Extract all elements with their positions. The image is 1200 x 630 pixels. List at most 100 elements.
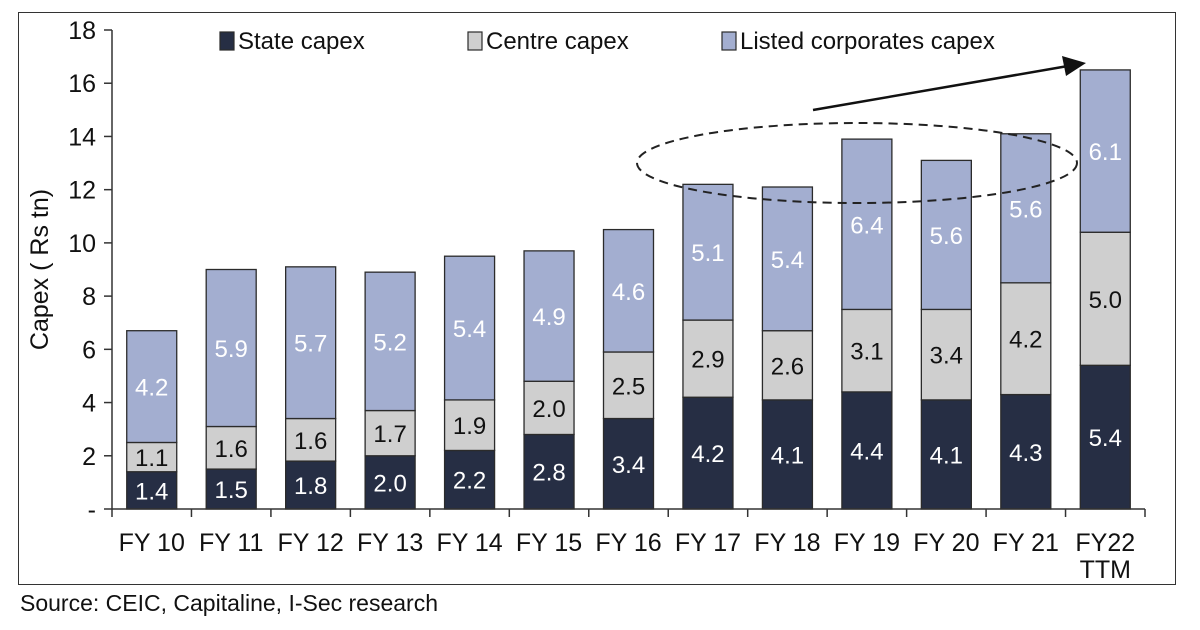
- bar-segment: [841, 138, 893, 311]
- bar-segment: [682, 183, 734, 321]
- bar-segment: [841, 308, 893, 393]
- y-tick-label: 4: [82, 390, 96, 418]
- x-tick-label: FY 11: [199, 529, 263, 557]
- data-label: 1.7: [373, 421, 406, 448]
- bar-segment: [602, 228, 655, 353]
- data-label: 2.0: [373, 470, 406, 497]
- data-label: 1.6: [215, 436, 248, 463]
- x-tick-label: FY 10: [119, 529, 185, 557]
- data-label: 5.4: [771, 247, 804, 274]
- bar-segment: [523, 380, 575, 436]
- bar-segment: [126, 441, 178, 473]
- y-axis-title: Capex ( Rs tn): [26, 189, 54, 350]
- data-label: 4.4: [850, 438, 883, 465]
- y-tick-label: 8: [82, 283, 96, 311]
- legend-label: Listed corporates capex: [740, 28, 995, 55]
- data-label: 4.2: [691, 441, 724, 468]
- bar-segment: [523, 433, 575, 510]
- trend-arrow-line: [812, 64, 1069, 112]
- data-label: 5.6: [1009, 196, 1042, 223]
- dashed-ellipse: [636, 122, 1078, 204]
- bar-segment: [602, 417, 655, 510]
- bar-segment: [1079, 364, 1131, 510]
- bar-segment: [1079, 69, 1131, 233]
- data-label: 4.3: [1009, 440, 1042, 467]
- legend-swatch: [721, 31, 737, 51]
- bar-segment: [1000, 393, 1052, 510]
- bar-segment: [682, 396, 734, 510]
- x-tick-label: FY 15: [516, 529, 582, 557]
- bar-segment: [205, 268, 257, 428]
- data-label: 2.5: [612, 373, 645, 400]
- x-tick-label: FY 20: [913, 529, 979, 557]
- data-label: 3.4: [612, 452, 645, 479]
- x-tick-label: FY 12: [278, 529, 344, 557]
- y-axis: - 2 4 6 8 10 12 14 16 18 Capex ( Rs tn): [26, 17, 113, 524]
- legend-swatch: [219, 31, 235, 51]
- data-label: 2.0: [532, 396, 565, 423]
- data-label: 1.9: [453, 413, 486, 440]
- data-label: 5.4: [1089, 425, 1122, 452]
- data-label: 3.1: [850, 339, 883, 366]
- bar-segment: [364, 455, 416, 510]
- x-tick-label: FY 14: [436, 529, 502, 557]
- data-label: 6.1: [1089, 139, 1122, 166]
- bar-segment: [443, 255, 496, 401]
- data-label: 2.8: [532, 460, 565, 487]
- source-note: Source: CEIC, Capitaline, I-Sec research: [20, 590, 439, 616]
- data-label: 2.9: [691, 347, 724, 374]
- y-tick-label: 10: [68, 230, 96, 258]
- y-tick-label: -: [88, 496, 96, 524]
- bar-segment: [761, 399, 814, 510]
- x-tick-label: FY 16: [595, 529, 661, 557]
- trend-arrow-head: [1062, 56, 1086, 76]
- data-label: 1.5: [215, 477, 248, 504]
- bar-segment: [126, 330, 178, 444]
- legend-swatch: [467, 31, 483, 51]
- y-tick-label: 12: [68, 177, 96, 205]
- data-label: 1.8: [294, 473, 327, 500]
- data-label: 4.2: [1009, 327, 1042, 354]
- chart-frame: [18, 12, 1176, 585]
- y-tick-label: 6: [82, 336, 96, 364]
- y-tick-label: 14: [68, 123, 96, 151]
- bar-segment: [523, 250, 575, 382]
- data-label: 6.4: [850, 212, 883, 239]
- bar-segment: [761, 330, 814, 401]
- data-label: 4.1: [771, 442, 804, 469]
- x-tick-label: FY 17: [675, 529, 741, 557]
- bar-segment: [602, 351, 655, 420]
- y-tick-label: 16: [68, 70, 96, 98]
- data-label: 1.1: [135, 445, 168, 472]
- data-label: 5.9: [215, 336, 248, 363]
- bar-segment: [285, 417, 337, 462]
- data-label: 5.1: [691, 240, 724, 267]
- bar-segment: [841, 391, 893, 510]
- bars-group: 1.4 1.1 4.2 1.5 1.6 5.9 1.8 1.6 5.7 2.0 1.7 5.2 2.2 1…: [126, 69, 1131, 510]
- bar-segment: [1079, 231, 1131, 366]
- y-tick-label: 2: [82, 443, 96, 471]
- bar-segment: [682, 319, 734, 398]
- data-label: 4.6: [612, 279, 645, 306]
- data-label: 5.0: [1089, 287, 1122, 314]
- legend-label: State capex: [238, 28, 365, 55]
- data-label: 5.4: [453, 316, 486, 343]
- bar-segment: [285, 266, 337, 420]
- data-label: 1.4: [135, 478, 168, 505]
- data-label: 5.7: [294, 331, 327, 358]
- data-label: 2.2: [453, 468, 486, 495]
- x-axis: FY 10 FY 11 FY 12 FY 13 FY 14 FY 15 FY 16 FY 17…: [111, 508, 1146, 584]
- y-tick-label: 18: [68, 17, 96, 45]
- bar-segment: [364, 271, 416, 412]
- x-tick-label: FY 18: [754, 529, 820, 557]
- bar-segment: [285, 460, 337, 510]
- bar-segment: [761, 186, 814, 332]
- data-label: 4.1: [930, 442, 963, 469]
- data-label: 5.2: [373, 329, 406, 356]
- data-label: 4.2: [135, 375, 168, 402]
- data-label: 5.6: [930, 223, 963, 250]
- data-label: 3.4: [930, 343, 963, 370]
- x-tick-label: FY 19: [834, 529, 900, 557]
- data-label: 1.6: [294, 428, 327, 455]
